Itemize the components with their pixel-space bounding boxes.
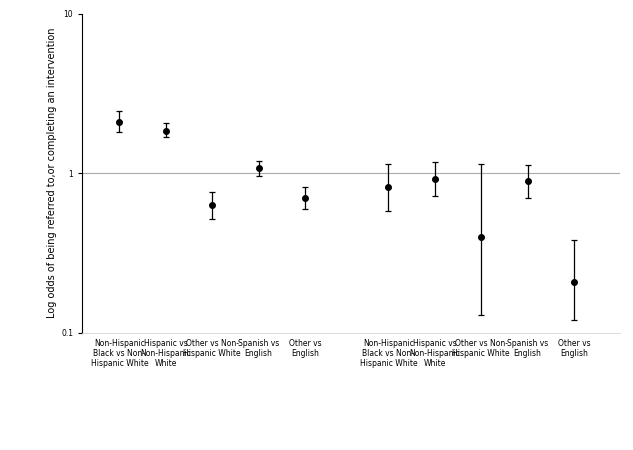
Y-axis label: Log odds of being referred to,or completing an intervention: Log odds of being referred to,or complet…	[47, 28, 57, 319]
